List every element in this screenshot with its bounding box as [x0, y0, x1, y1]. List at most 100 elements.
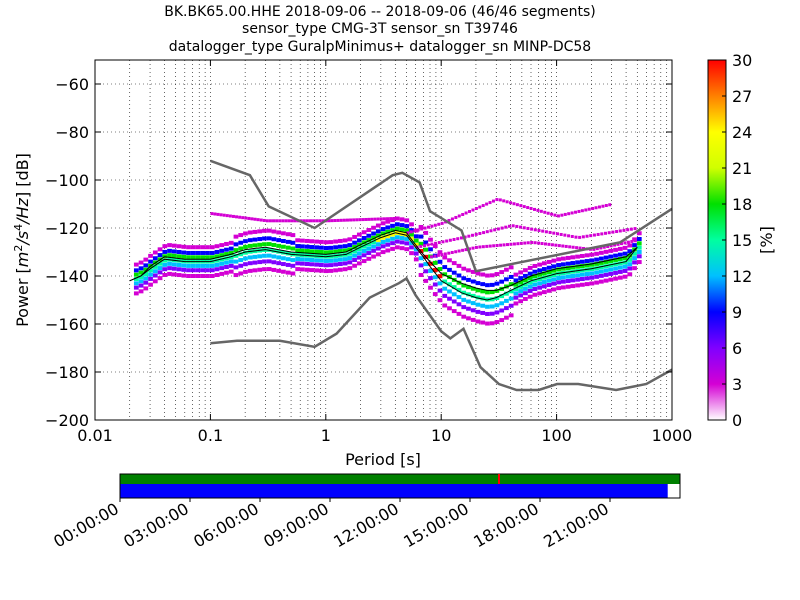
heatmap-cell — [559, 232, 563, 236]
colorbar-tick-label: 0 — [732, 411, 742, 430]
heatmap-cell — [547, 242, 551, 246]
heatmap-cell — [471, 208, 475, 212]
heatmap-cell — [252, 243, 258, 248]
heatmap-cell — [328, 268, 334, 273]
heatmap-cell — [390, 232, 395, 237]
heatmap-cell — [609, 244, 613, 248]
heatmap-cell — [532, 269, 538, 274]
heatmap-cell — [466, 277, 471, 282]
heatmap-cell — [475, 288, 481, 293]
heatmap-cell — [532, 278, 538, 283]
heatmap-cell — [570, 255, 576, 260]
heatmap-cell — [622, 274, 628, 279]
heatmap-cell — [504, 298, 509, 303]
heatmap-cell — [456, 287, 462, 292]
heatmap-cell — [176, 254, 182, 259]
colorbar-label: [%] — [757, 226, 776, 254]
heatmap-cell — [295, 257, 301, 262]
heatmap-cell — [584, 272, 590, 277]
heatmap-cell — [371, 240, 376, 245]
heatmap-cell — [265, 219, 269, 223]
heatmap-cell — [323, 258, 329, 263]
heatmap-cell — [423, 230, 429, 235]
heatmap-cell — [138, 279, 144, 284]
heatmap-cell — [181, 244, 187, 249]
heatmap-cell — [133, 291, 139, 296]
heatmap-cell — [461, 283, 467, 288]
heatmap-cell — [604, 231, 608, 235]
heatmap-cell — [565, 266, 571, 271]
heatmap-cell — [224, 270, 229, 275]
heatmap-cell — [437, 288, 443, 293]
heatmap-cell — [295, 267, 301, 272]
heatmap-cell — [266, 242, 272, 247]
heatmap-cell — [551, 281, 557, 286]
heatmap-cell — [328, 263, 334, 268]
heatmap-cell — [243, 250, 248, 255]
heatmap-cell — [565, 261, 571, 266]
heatmap-cell — [489, 290, 495, 295]
heatmap-cell — [190, 245, 196, 250]
heatmap-cell — [482, 231, 486, 235]
heatmap-cell — [337, 257, 343, 262]
heatmap-cell — [252, 260, 258, 265]
heatmap-cell — [556, 214, 560, 218]
heatmap-cell — [266, 236, 272, 241]
heatmap-cell — [375, 229, 381, 234]
heatmap-cell — [176, 244, 182, 249]
heatmap-cell — [285, 232, 291, 237]
coverage-time-label: 00:00:00 — [50, 499, 122, 551]
heatmap-cell — [556, 286, 561, 291]
heatmap-cell — [235, 215, 239, 219]
heatmap-cell — [224, 252, 229, 257]
heatmap-cell — [508, 303, 514, 308]
coverage-time-label: 09:00:00 — [260, 499, 332, 551]
heatmap-cell — [361, 248, 367, 253]
heatmap-cell — [579, 253, 585, 258]
heatmap-cell — [385, 242, 391, 247]
heatmap-cell — [186, 274, 191, 278]
heatmap-cell — [617, 275, 623, 280]
heatmap-cell — [347, 251, 353, 256]
heatmap-cell — [522, 205, 526, 209]
heatmap-cell — [238, 215, 242, 219]
heatmap-cell — [570, 278, 576, 283]
heatmap-cell — [437, 259, 443, 264]
heatmap-cell — [290, 258, 296, 263]
heatmap-cell — [219, 261, 225, 266]
heatmap-cell — [162, 254, 168, 259]
heatmap-cell — [337, 244, 343, 249]
heatmap-cell — [546, 259, 552, 264]
coverage-marker — [498, 474, 500, 484]
heatmap-cell — [518, 284, 524, 289]
heatmap-cell — [233, 253, 239, 258]
heatmap-cell — [333, 219, 337, 223]
heatmap-cell — [508, 265, 514, 270]
heatmap-cell — [366, 238, 372, 243]
y-tick-label: −140 — [45, 267, 89, 286]
heatmap-cell — [527, 271, 533, 276]
coverage-time-label: 18:00:00 — [470, 499, 542, 551]
heatmap-cell — [167, 261, 172, 266]
heatmap-cell — [190, 250, 196, 255]
heatmap-cell — [509, 201, 513, 205]
heatmap-cell — [474, 207, 478, 211]
heatmap-cell — [457, 214, 461, 218]
heatmap-cell — [451, 261, 457, 266]
heatmap-cell — [456, 302, 462, 307]
heatmap-cell — [209, 274, 215, 278]
heatmap-cell — [257, 267, 263, 272]
heatmap-cell — [574, 210, 578, 214]
heatmap-cell — [266, 253, 272, 258]
heatmap-cell — [290, 219, 294, 223]
heatmap-cell — [176, 249, 182, 254]
heatmap-cell — [537, 268, 543, 273]
heatmap-cell — [304, 249, 310, 254]
heatmap-cell — [578, 235, 582, 239]
heatmap-cell — [382, 217, 386, 221]
heatmap-cell — [284, 219, 288, 223]
heatmap-cell — [471, 233, 475, 237]
heatmap-cell — [228, 250, 234, 255]
heatmap-cell — [262, 259, 267, 264]
heatmap-cell — [475, 271, 481, 276]
